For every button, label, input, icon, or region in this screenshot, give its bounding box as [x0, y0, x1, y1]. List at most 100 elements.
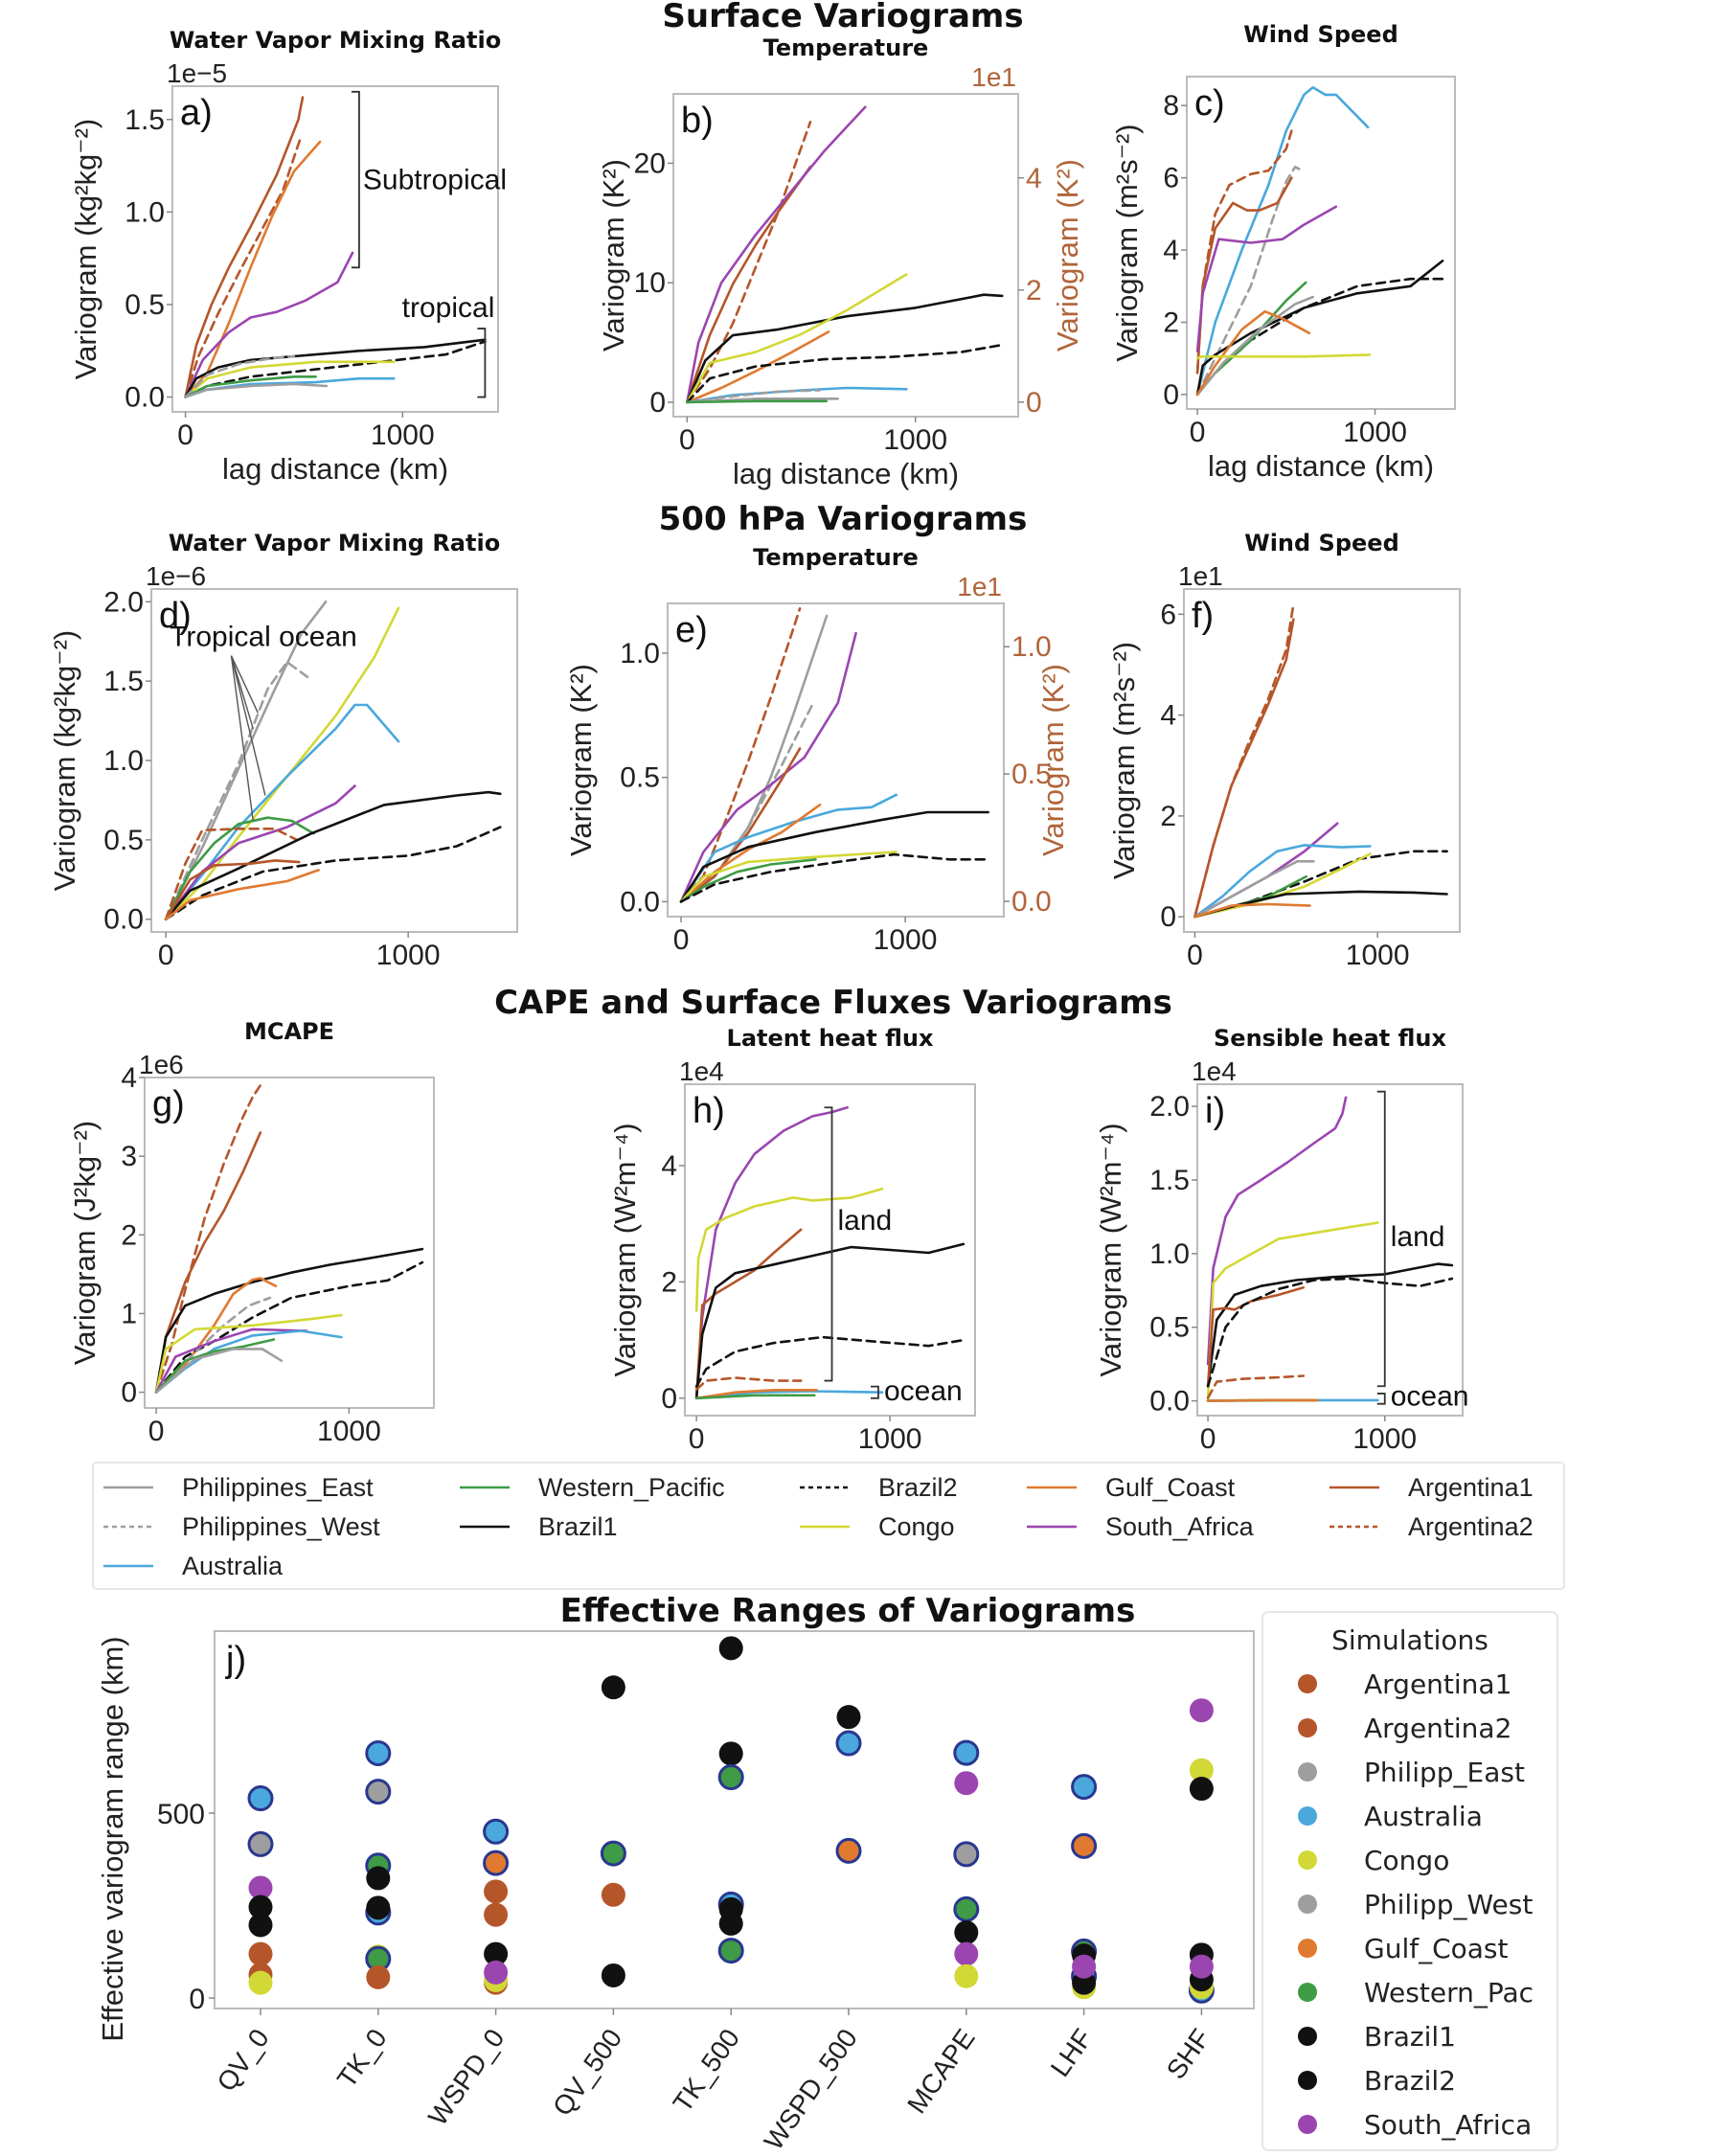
point-australia	[1071, 1774, 1098, 1801]
y-tick-label: 0.5	[125, 289, 165, 321]
point-brazil1	[366, 1866, 391, 1891]
x-tick-label: 0	[177, 420, 193, 451]
y-tick-label: 2.0	[103, 586, 144, 618]
series-lines	[1193, 602, 1448, 919]
series-line-philippines-east	[164, 600, 328, 921]
y-right-tick-label: 1.0	[1011, 631, 1052, 663]
point-brazil2	[718, 1911, 743, 1936]
y-tick-label: 1	[121, 1298, 137, 1329]
series-line-argentina2	[679, 606, 802, 903]
section-title-ranges: Effective Ranges of Variograms	[560, 1592, 1136, 1630]
panel-letter: b)	[681, 101, 714, 141]
legend-label: Argentina1	[1364, 1668, 1511, 1700]
y-tick-label: 8	[1163, 90, 1179, 122]
y-tick-label: 3	[121, 1141, 137, 1172]
annotation-bracket	[351, 90, 360, 269]
y-axis-label: Variogram (m²s⁻²)	[1110, 124, 1144, 361]
series-line-western-pacific	[184, 374, 317, 398]
y-tick-label: 4	[121, 1062, 137, 1094]
point-australia	[953, 1739, 980, 1766]
series-lines	[685, 105, 1004, 404]
point-australia	[483, 1818, 510, 1845]
point-brazil1	[484, 1941, 509, 1966]
annotation-arrow	[230, 655, 266, 796]
series-lines	[1206, 1096, 1454, 1402]
legend-title: Simulations	[1331, 1624, 1488, 1656]
panel-letter: h)	[693, 1091, 725, 1131]
series-line-argentina1	[694, 1228, 803, 1400]
point-south-africa	[248, 1875, 273, 1900]
annotation-text: Subtropical	[363, 165, 507, 196]
plot-frame	[1183, 588, 1461, 933]
x-tick-label: 1000	[1352, 1423, 1417, 1455]
legend-marker	[1298, 2071, 1317, 2090]
series-line-brazil2	[154, 1260, 424, 1394]
sim-legend-item: Argentina1	[1298, 1668, 1511, 1700]
x-axis-label: lag distance (km)	[1208, 449, 1434, 483]
sim-legend-item: Brazil1	[1298, 2021, 1456, 2053]
x-tick-label: 1000	[371, 420, 435, 451]
legend-marker	[1298, 1762, 1317, 1782]
y-axis-label: Variogram (m²s⁻²)	[1107, 642, 1141, 879]
y-tick-label: 0.0	[620, 886, 660, 918]
y-tick-label: 2	[661, 1266, 677, 1298]
y-tick-label: 1.0	[1149, 1238, 1190, 1270]
series-line-australia	[1193, 844, 1372, 919]
series-line-south-africa	[184, 251, 354, 398]
x-tick-label: 1000	[376, 940, 441, 971]
x-tick-label: 0	[679, 424, 695, 456]
legend-marker	[1298, 1983, 1317, 2002]
y-axis-label: Variogram (W²m⁻⁴)	[1094, 1123, 1127, 1376]
point-argentina1	[366, 1964, 391, 1989]
series-line-brazil2	[1206, 1277, 1454, 1388]
section-title-cape-flux: CAPE and Surface Fluxes Variograms	[494, 984, 1172, 1022]
y-axis-label: Variogram (W²m⁻⁴)	[608, 1123, 642, 1376]
series-lines	[154, 1083, 424, 1394]
y-right-axis-label: Variogram (K²)	[1051, 159, 1084, 352]
series-line-brazil1	[694, 1242, 966, 1400]
series-line-brazil2	[184, 340, 487, 398]
series-line-brazil1	[1195, 260, 1444, 397]
point-south-africa	[484, 1960, 509, 1985]
x-tick-label: WSPD_500	[759, 2024, 863, 2156]
y-axis-label: Variogram (J²kg⁻²)	[68, 1121, 102, 1365]
series-line-argentina1	[679, 747, 802, 903]
line-legend-item: Philippines_West	[103, 1512, 380, 1541]
point-congo	[248, 1970, 273, 1995]
series-lines	[184, 96, 487, 398]
y-tick-label: 500	[157, 1799, 205, 1830]
y-right-axis-label: Variogram (K²)	[1036, 664, 1070, 856]
y-tick-label: 2.0	[1149, 1091, 1190, 1123]
series-line-philippines-west	[184, 354, 296, 398]
panel-letter: a)	[180, 93, 213, 133]
point-brazil1	[718, 1636, 743, 1661]
annotation-bracket	[824, 1106, 833, 1382]
y-tick-label: 0.5	[1149, 1312, 1190, 1344]
line-legend-item: Brazil1	[460, 1512, 618, 1541]
point-south-africa	[1189, 1954, 1214, 1979]
legend-label: Australia	[1364, 1801, 1483, 1832]
x-tick-label: 1000	[874, 924, 938, 956]
panel-d: Water Vapor Mixing Ratio 0 1000 0.0 0.5 1.0 1.…	[48, 530, 518, 971]
line-legend-item: Gulf_Coast	[1027, 1473, 1236, 1502]
y-right-tick-label: 0.5	[1011, 759, 1052, 790]
line-legend-item: Brazil2	[800, 1473, 958, 1502]
legend-marker	[1298, 2115, 1317, 2134]
series-line-argentina1	[685, 165, 812, 404]
point-philipp-east	[247, 1830, 274, 1857]
y-tick-label: 0	[189, 1984, 205, 2015]
y-tick-label: 2	[1160, 801, 1176, 832]
panel-letter: c)	[1194, 83, 1225, 124]
point-western-pac	[953, 1895, 980, 1922]
section-titles: Surface Variograms 500 hPa Variograms CA…	[494, 0, 1172, 1630]
x-axis-label: lag distance (km)	[222, 452, 448, 486]
x-tick-label: TK_500	[667, 2024, 745, 2118]
legend-label: Brazil2	[878, 1473, 958, 1502]
y-right-multiplier: 1e1	[971, 62, 1016, 92]
x-tick-label: SHF	[1161, 2024, 1216, 2085]
y-tick-label: 1.5	[125, 104, 165, 136]
legend-label: Congo	[1364, 1845, 1449, 1876]
plot-frame	[1196, 1083, 1464, 1417]
y-right-tick-label: 4	[1026, 163, 1042, 194]
point-gulf-coast	[1071, 1832, 1098, 1859]
